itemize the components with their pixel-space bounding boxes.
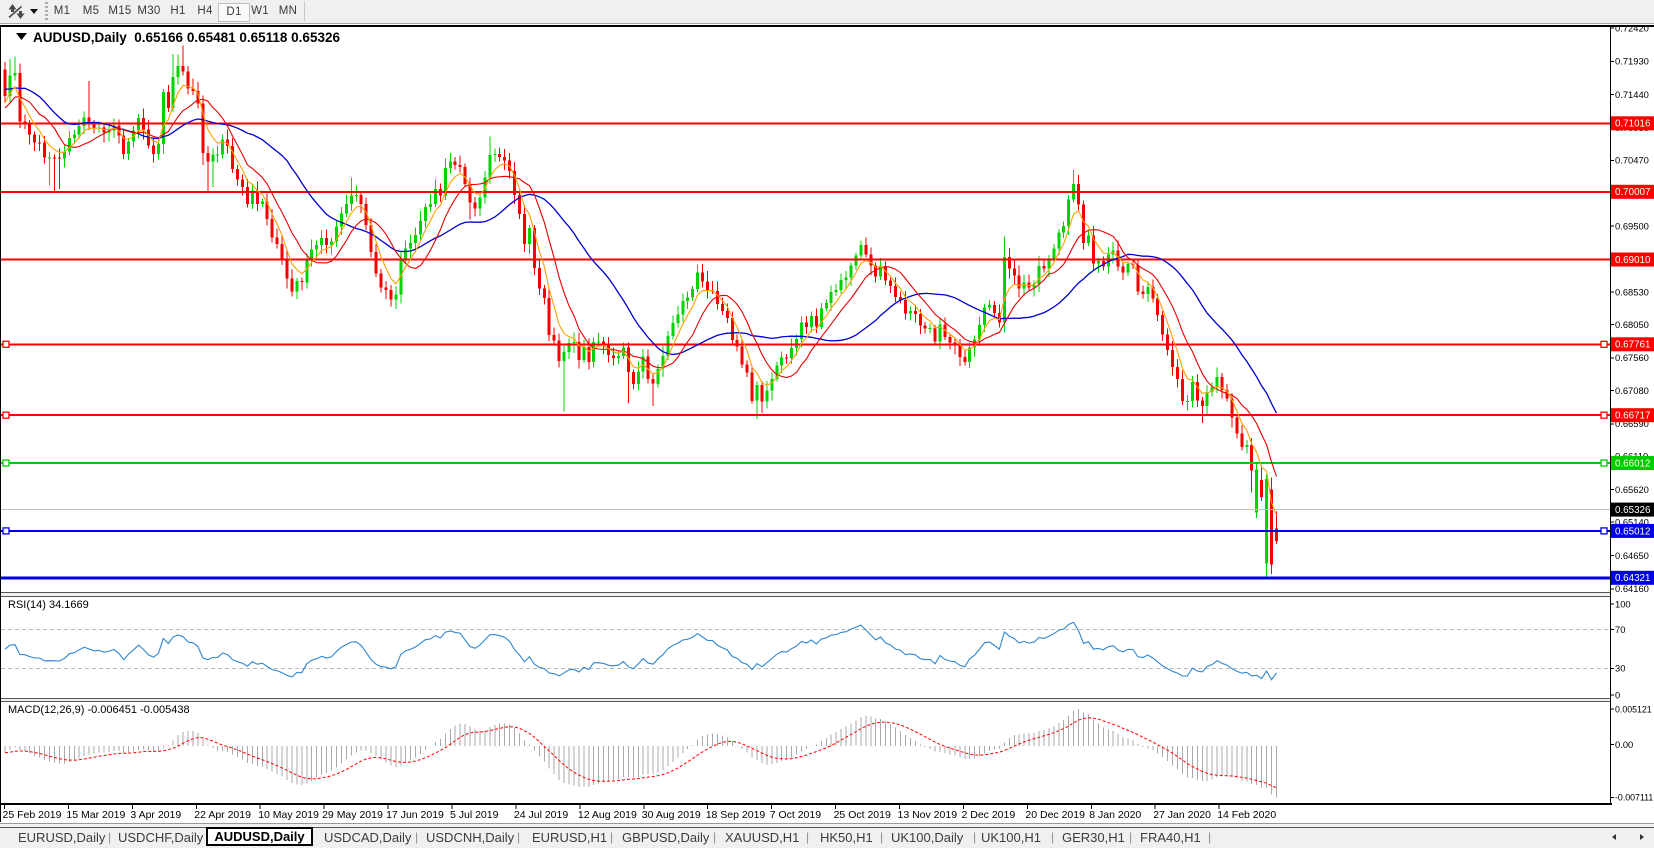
svg-text:2 Dec 2019: 2 Dec 2019 <box>962 809 1016 821</box>
svg-text:0.68530: 0.68530 <box>1615 286 1649 297</box>
svg-text:25 Feb 2019: 25 Feb 2019 <box>3 809 62 821</box>
svg-text:0.66717: 0.66717 <box>1615 411 1650 422</box>
svg-text:5 Jul 2019: 5 Jul 2019 <box>450 809 499 821</box>
svg-text:-0.007111: -0.007111 <box>1615 793 1653 803</box>
svg-text:0: 0 <box>1615 689 1620 700</box>
svg-text:27 Jan 2020: 27 Jan 2020 <box>1153 809 1211 821</box>
svg-text:15 Mar 2019: 15 Mar 2019 <box>66 809 125 821</box>
svg-text:AUDUSD,Daily 0.65166 0.65481: AUDUSD,Daily 0.65166 0.65481 0.65118 0.6… <box>33 30 340 45</box>
svg-text:10 May 2019: 10 May 2019 <box>258 809 319 821</box>
svg-text:3 Apr 2019: 3 Apr 2019 <box>130 809 181 821</box>
svg-text:70: 70 <box>1615 624 1625 635</box>
svg-text:0.70470: 0.70470 <box>1615 155 1649 166</box>
svg-text:MACD(12,26,9) -0.006451 -0.005: MACD(12,26,9) -0.006451 -0.005438 <box>8 704 190 716</box>
svg-text:0.67560: 0.67560 <box>1615 352 1649 363</box>
svg-text:14 Feb 2020: 14 Feb 2020 <box>1217 809 1276 821</box>
svg-text:0.65140: 0.65140 <box>1615 517 1649 528</box>
svg-text:0.71016: 0.71016 <box>1615 119 1651 130</box>
svg-text:22 Apr 2019: 22 Apr 2019 <box>194 809 251 821</box>
svg-text:0.68050: 0.68050 <box>1615 319 1649 330</box>
svg-text:24 Jul 2019: 24 Jul 2019 <box>514 809 568 821</box>
svg-text:0.65620: 0.65620 <box>1615 484 1649 495</box>
svg-text:0.65012: 0.65012 <box>1615 526 1650 537</box>
svg-text:0.69500: 0.69500 <box>1615 221 1649 232</box>
svg-text:18 Sep 2019: 18 Sep 2019 <box>706 809 766 821</box>
svg-text:20 Dec 2019: 20 Dec 2019 <box>1025 809 1085 821</box>
svg-text:0.71930: 0.71930 <box>1615 56 1649 67</box>
svg-text:0.67761: 0.67761 <box>1615 340 1650 351</box>
svg-text:8 Jan 2020: 8 Jan 2020 <box>1089 809 1141 821</box>
svg-text:12 Aug 2019: 12 Aug 2019 <box>578 809 637 821</box>
svg-text:0.71440: 0.71440 <box>1615 89 1649 100</box>
svg-text:30 Aug 2019: 30 Aug 2019 <box>642 809 701 821</box>
svg-text:0.64321: 0.64321 <box>1615 573 1650 584</box>
svg-text:RSI(14) 34.1669: RSI(14) 34.1669 <box>8 599 89 611</box>
svg-text:30: 30 <box>1615 663 1625 674</box>
svg-text:0.65326: 0.65326 <box>1615 505 1651 516</box>
svg-text:29 May 2019: 29 May 2019 <box>322 809 383 821</box>
svg-text:7 Oct 2019: 7 Oct 2019 <box>770 809 822 821</box>
svg-text:0.64160: 0.64160 <box>1615 583 1649 594</box>
svg-text:25 Oct 2019: 25 Oct 2019 <box>834 809 891 821</box>
svg-text:0.69010: 0.69010 <box>1615 255 1651 266</box>
svg-text:0.64650: 0.64650 <box>1615 550 1649 561</box>
svg-text:0.70007: 0.70007 <box>1615 187 1650 198</box>
svg-text:0.66012: 0.66012 <box>1615 458 1650 469</box>
svg-text:0.66590: 0.66590 <box>1615 418 1649 429</box>
svg-text:100: 100 <box>1615 598 1631 609</box>
svg-text:13 Nov 2019: 13 Nov 2019 <box>898 809 958 821</box>
svg-text:0.005121: 0.005121 <box>1615 704 1652 714</box>
svg-text:0.00: 0.00 <box>1615 739 1633 750</box>
svg-text:0.72420: 0.72420 <box>1615 22 1649 33</box>
svg-text:17 Jun 2019: 17 Jun 2019 <box>386 809 444 821</box>
svg-text:0.67080: 0.67080 <box>1615 385 1649 396</box>
